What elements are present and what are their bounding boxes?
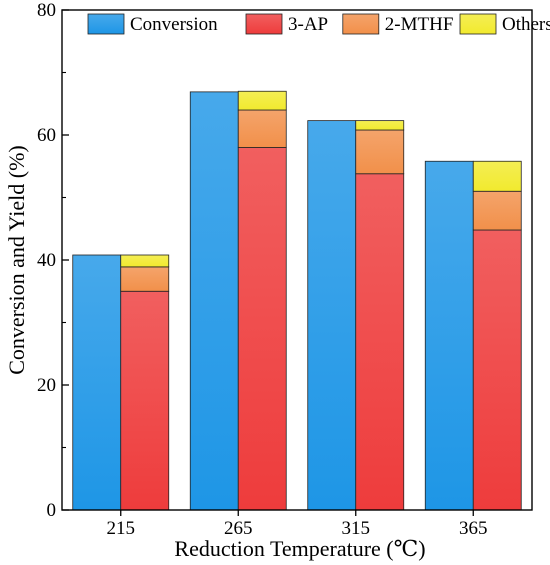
- legend-label-2-mthf: 2-MTHF: [385, 14, 454, 35]
- bar-2-mthf-215: [120, 266, 170, 292]
- x-axis-title: Reduction Temperature (℃): [174, 536, 425, 561]
- bar-3-ap-315: [355, 173, 405, 511]
- legend-label-others: Others: [502, 14, 550, 35]
- bar-3-ap-265: [237, 147, 287, 511]
- legend-label-conversion: Conversion: [130, 14, 218, 35]
- x-tick-label-215: 215: [107, 518, 136, 539]
- legend-swatch-conversion: [87, 13, 125, 35]
- bar-others-315: [355, 120, 405, 131]
- y-tick-label-0: 0: [47, 500, 57, 521]
- legend: Conversion 3-AP 2-MTHF Others: [87, 13, 550, 35]
- x-tick-label-365: 365: [459, 518, 488, 539]
- bar-2-mthf-265: [237, 109, 287, 148]
- y-tick-label-20: 20: [37, 375, 56, 396]
- ticks-layer: 0 20 40 60 80 215 265 315 365: [37, 0, 488, 539]
- bar-3-ap-215: [120, 290, 170, 511]
- bars-layer: [72, 90, 522, 511]
- bar-conversion-365: [424, 160, 474, 511]
- y-tick-label-80: 80: [37, 0, 56, 21]
- bar-conversion-315: [307, 120, 357, 511]
- legend-swatch-others: [459, 13, 497, 35]
- bar-others-365: [472, 160, 522, 192]
- legend-label-3-ap: 3-AP: [288, 14, 328, 35]
- bar-others-215: [120, 254, 170, 268]
- bar-conversion-215: [72, 254, 122, 511]
- bar-2-mthf-365: [472, 190, 522, 231]
- bar-3-ap-365: [472, 229, 522, 511]
- legend-swatch-3-ap: [245, 13, 283, 35]
- bar-conversion-265: [189, 91, 239, 511]
- bar-others-265: [237, 90, 287, 111]
- x-tick-label-265: 265: [224, 518, 253, 539]
- y-axis-title: Conversion and Yield (%): [4, 145, 29, 375]
- bar-2-mthf-315: [355, 129, 405, 175]
- legend-swatch-2-mthf: [342, 13, 380, 35]
- x-tick-label-315: 315: [342, 518, 371, 539]
- y-tick-label-40: 40: [37, 250, 56, 271]
- y-tick-label-60: 60: [37, 125, 56, 146]
